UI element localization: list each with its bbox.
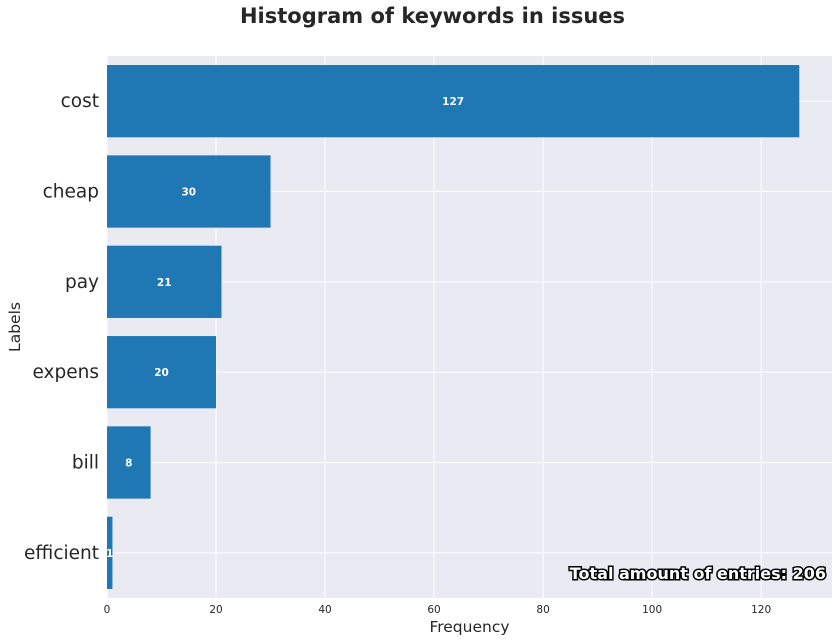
y-tick-label: pay [65, 272, 99, 293]
bar-layer: 127 30 21 20 8 1 [106, 65, 800, 589]
bar-value-label: 20 [154, 367, 169, 379]
y-tick-label: cheap [43, 182, 99, 203]
chart-title: Histogram of keywords in issues [239, 4, 626, 28]
y-tick-labels: cost cheap pay expens bill efficient [24, 91, 99, 564]
x-tick-label: 20 [209, 604, 222, 616]
x-tick-label: 40 [318, 604, 331, 616]
bar-value-label: 8 [125, 458, 132, 470]
bar-expens [107, 336, 217, 409]
y-axis-title: Labels [6, 302, 24, 352]
y-tick-label: expens [33, 362, 100, 383]
x-tick-labels: 0 20 40 60 80 100 120 [104, 604, 772, 616]
y-tick-label: efficient [24, 543, 99, 564]
bar-cost [107, 65, 800, 138]
bar-value-label: 1 [106, 548, 113, 560]
total-entries-annotation: Total amount of entries: 206 [570, 564, 826, 583]
bar-bill [107, 426, 151, 499]
x-tick-label: 100 [642, 604, 662, 616]
x-tick-label: 0 [104, 604, 111, 616]
x-tick-label: 80 [536, 604, 549, 616]
bar-value-label: 21 [157, 277, 172, 289]
bar-pay [107, 245, 222, 318]
bar-value-label: 30 [181, 187, 196, 199]
x-tick-label: 60 [427, 604, 440, 616]
y-tick-label: bill [72, 453, 99, 474]
bar-efficient [107, 516, 113, 589]
bar-value-label: 127 [442, 96, 464, 108]
y-tick-label: cost [61, 91, 99, 112]
plot-background [107, 56, 832, 598]
x-tick-label: 120 [751, 604, 771, 616]
bar-cheap [107, 155, 271, 228]
x-axis-title: Frequency [429, 618, 509, 636]
